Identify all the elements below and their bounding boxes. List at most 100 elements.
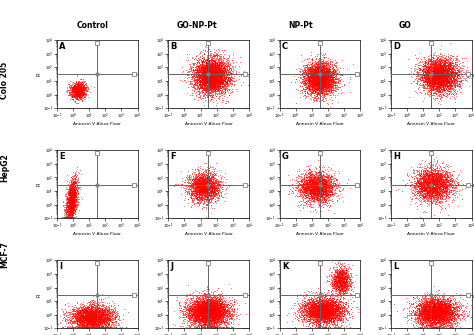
Point: [223, 307, 230, 312]
Point: [435, 70, 442, 75]
Point: [212, 296, 220, 302]
Point: [327, 293, 334, 298]
Point: [210, 65, 218, 71]
Point: [318, 184, 325, 190]
Point: [298, 76, 306, 81]
Point: [431, 312, 439, 318]
Point: [80, 323, 88, 329]
Point: [438, 83, 446, 88]
Point: [339, 279, 346, 285]
Point: [314, 188, 322, 193]
Point: [427, 189, 435, 194]
Point: [310, 90, 318, 95]
Point: [196, 183, 203, 188]
Point: [433, 187, 440, 193]
Point: [203, 187, 210, 193]
Point: [427, 322, 435, 327]
Point: [447, 83, 455, 88]
Point: [429, 86, 437, 92]
Point: [205, 67, 212, 72]
Point: [198, 190, 205, 196]
Point: [331, 315, 339, 320]
Point: [63, 208, 70, 214]
Point: [440, 322, 448, 327]
Point: [70, 197, 77, 203]
Point: [76, 80, 84, 85]
Point: [311, 66, 319, 71]
Point: [326, 194, 333, 199]
Point: [445, 318, 453, 323]
Point: [209, 303, 216, 309]
Point: [423, 300, 431, 306]
Point: [71, 94, 79, 99]
Point: [210, 307, 218, 312]
Point: [440, 173, 447, 178]
Point: [197, 303, 205, 309]
Point: [194, 182, 201, 188]
Point: [83, 87, 91, 93]
Point: [204, 72, 212, 77]
Point: [217, 72, 224, 77]
Point: [222, 75, 230, 80]
Point: [205, 64, 212, 70]
Point: [310, 72, 317, 77]
Point: [444, 322, 451, 328]
Point: [195, 303, 203, 309]
Point: [328, 314, 336, 319]
Point: [318, 65, 326, 70]
Point: [97, 308, 105, 313]
Point: [436, 186, 444, 191]
Point: [432, 314, 439, 319]
Point: [201, 191, 209, 196]
Point: [322, 179, 329, 185]
Point: [418, 187, 425, 192]
Point: [209, 301, 217, 306]
Point: [328, 316, 335, 321]
Point: [339, 278, 346, 283]
Point: [324, 72, 332, 78]
Point: [325, 190, 332, 195]
Point: [319, 70, 327, 76]
Point: [430, 78, 438, 83]
Point: [339, 271, 346, 276]
Point: [201, 72, 209, 77]
Point: [309, 89, 316, 94]
Point: [430, 65, 438, 70]
Point: [331, 293, 339, 298]
Point: [420, 312, 428, 317]
Point: [91, 303, 98, 308]
Point: [192, 53, 200, 58]
Point: [436, 173, 443, 178]
Point: [438, 188, 446, 193]
Point: [193, 177, 201, 183]
Point: [101, 316, 109, 322]
Point: [429, 173, 437, 179]
Point: [422, 185, 430, 190]
Point: [308, 298, 316, 304]
Point: [345, 282, 352, 287]
Point: [200, 196, 208, 201]
Point: [312, 303, 320, 308]
Point: [309, 73, 317, 78]
Point: [420, 307, 428, 312]
Point: [436, 177, 444, 182]
Point: [73, 80, 81, 85]
Point: [460, 316, 467, 321]
Point: [201, 182, 208, 188]
Point: [204, 69, 212, 75]
Point: [435, 184, 442, 189]
Point: [204, 314, 212, 320]
Point: [413, 315, 421, 320]
Point: [445, 76, 453, 81]
Point: [319, 83, 327, 88]
Point: [321, 294, 329, 299]
Point: [434, 180, 442, 185]
Point: [217, 300, 224, 306]
Point: [199, 68, 207, 74]
Point: [452, 314, 459, 320]
Point: [319, 196, 326, 202]
Point: [204, 306, 212, 311]
Point: [429, 165, 437, 171]
Point: [434, 299, 441, 305]
Point: [436, 71, 444, 77]
